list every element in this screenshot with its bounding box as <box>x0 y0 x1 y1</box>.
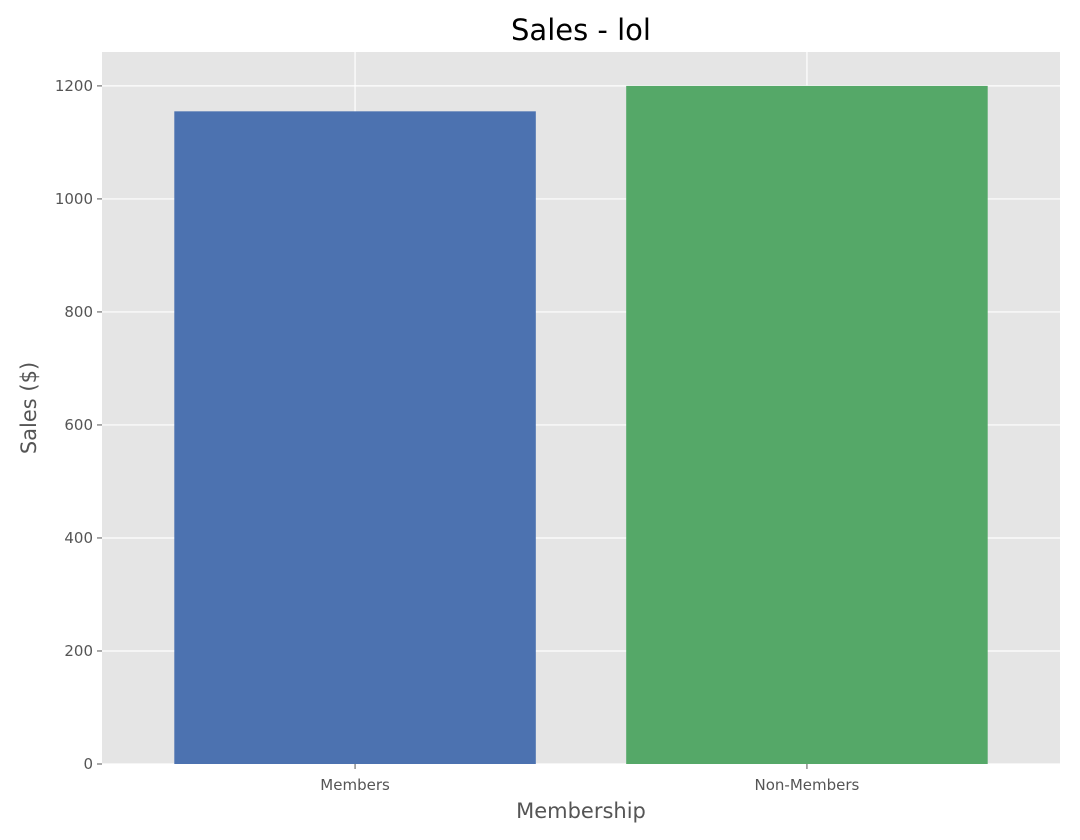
y-axis-label: Sales ($) <box>17 362 41 454</box>
x-tick-label: Non-Members <box>755 776 860 794</box>
y-tick-label: 200 <box>64 642 93 660</box>
y-tick-label: 1200 <box>55 77 93 95</box>
bars <box>174 85 988 765</box>
x-tick-label: Members <box>320 776 390 794</box>
y-tick-label: 600 <box>64 416 93 434</box>
y-tick-label: 400 <box>64 529 93 547</box>
bar-members <box>174 111 536 765</box>
bar-non-members <box>626 85 988 764</box>
y-tick-label: 1000 <box>55 190 93 208</box>
chart-title: Sales - lol <box>511 13 651 47</box>
y-tick-label: 800 <box>64 303 93 321</box>
x-axis-label: Membership <box>516 799 646 823</box>
axis-ticks: 0 200 400 600 800 1000 1200 Members Non-Members <box>55 77 860 794</box>
y-tick-label: 0 <box>83 755 93 773</box>
